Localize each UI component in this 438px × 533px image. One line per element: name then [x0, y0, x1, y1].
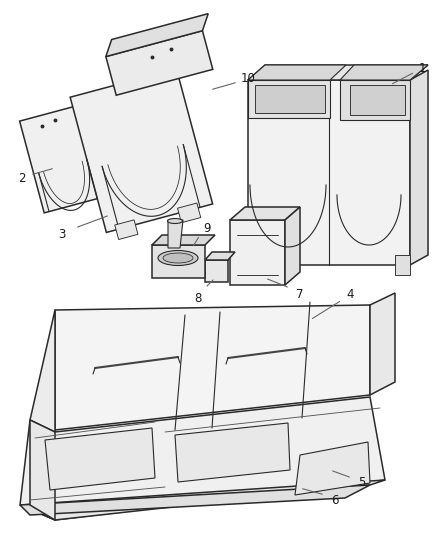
Polygon shape	[230, 207, 300, 220]
Ellipse shape	[158, 251, 198, 265]
Text: 2: 2	[18, 172, 26, 184]
Text: 3: 3	[58, 229, 66, 241]
Polygon shape	[230, 220, 285, 285]
Polygon shape	[30, 420, 55, 520]
Polygon shape	[248, 65, 428, 80]
Polygon shape	[248, 80, 330, 118]
Polygon shape	[177, 203, 201, 223]
Polygon shape	[30, 310, 55, 432]
Polygon shape	[20, 480, 385, 520]
Polygon shape	[70, 69, 212, 232]
Polygon shape	[55, 305, 370, 430]
Polygon shape	[205, 252, 235, 260]
Polygon shape	[152, 235, 215, 245]
Text: 6: 6	[331, 494, 339, 506]
Polygon shape	[340, 65, 428, 80]
Polygon shape	[20, 485, 370, 515]
Text: 7: 7	[296, 288, 304, 302]
Polygon shape	[248, 80, 410, 265]
Polygon shape	[106, 31, 213, 95]
Text: 9: 9	[203, 222, 211, 235]
Polygon shape	[248, 65, 346, 80]
Text: 4: 4	[346, 288, 354, 302]
Ellipse shape	[167, 219, 183, 223]
Polygon shape	[175, 423, 290, 482]
Text: 8: 8	[194, 292, 201, 304]
Polygon shape	[410, 70, 428, 265]
Polygon shape	[205, 260, 228, 282]
Polygon shape	[370, 293, 395, 395]
Polygon shape	[168, 220, 183, 248]
Polygon shape	[106, 14, 208, 56]
Polygon shape	[350, 85, 405, 115]
Polygon shape	[115, 220, 138, 239]
Polygon shape	[285, 207, 300, 285]
Polygon shape	[152, 245, 205, 278]
Polygon shape	[20, 397, 385, 520]
Polygon shape	[295, 442, 370, 495]
Polygon shape	[395, 255, 410, 275]
Text: 1: 1	[418, 61, 426, 75]
Polygon shape	[340, 80, 410, 120]
Polygon shape	[255, 85, 325, 113]
Text: 10: 10	[240, 71, 255, 85]
Polygon shape	[20, 106, 102, 213]
Text: 5: 5	[358, 475, 366, 489]
Ellipse shape	[163, 253, 193, 263]
Polygon shape	[45, 428, 155, 490]
